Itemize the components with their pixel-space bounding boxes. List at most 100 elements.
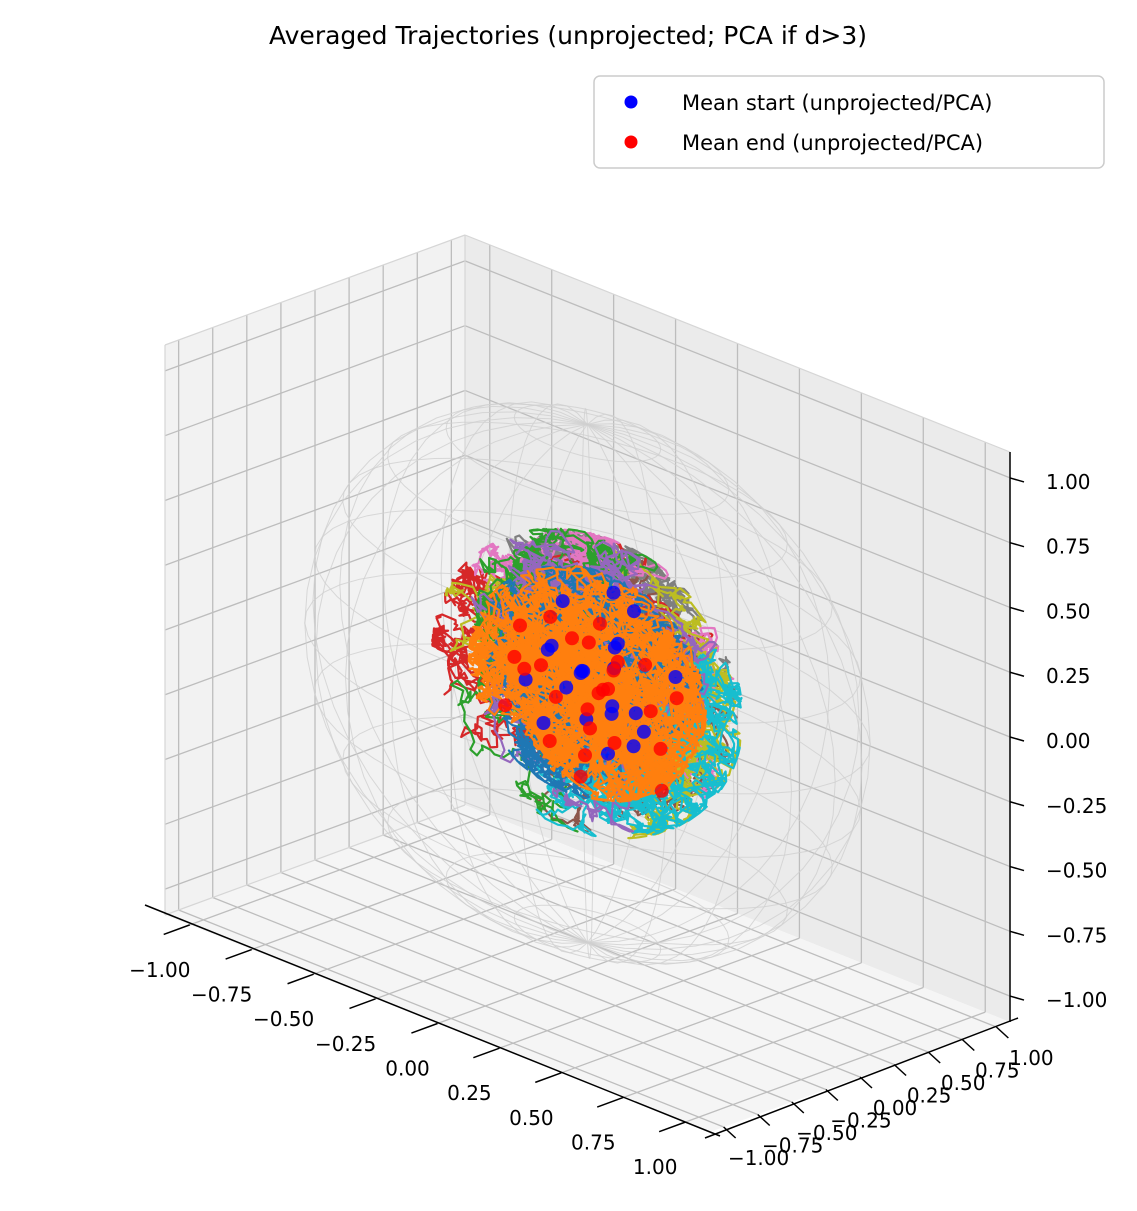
grid-line [348, 846, 895, 1066]
mean-end-point [542, 734, 557, 748]
mean-start-point [518, 672, 533, 687]
y-tick-label: 0.25 [907, 1084, 952, 1108]
x-tick [349, 998, 376, 1010]
mean-end-point [578, 748, 592, 763]
grid-line [685, 1011, 986, 1123]
grid-line [164, 325, 466, 437]
grid-line [417, 821, 963, 1041]
x-tick [225, 948, 252, 960]
sphere-meridian [312, 411, 588, 944]
x-tick-label: −0.50 [253, 1007, 314, 1031]
mean-start-point [668, 670, 683, 684]
sphere-meridian [587, 423, 784, 944]
y-tick [961, 1038, 975, 1052]
trajectory-line [467, 580, 707, 803]
mean-end-point [653, 741, 668, 756]
mean-end-point [610, 654, 625, 669]
mean-end-point [581, 635, 596, 650]
z-tick [1009, 477, 1025, 483]
legend-box [593, 75, 1105, 169]
x-tick [163, 924, 191, 936]
mean-end-point [507, 649, 522, 664]
legend-label-end: Mean end (unprojected/PCA) [682, 131, 983, 155]
sphere-meridian [587, 423, 871, 950]
z-tick [1009, 541, 1025, 548]
pane-edge [164, 804, 466, 916]
sphere-meridian [587, 423, 831, 944]
x-tick-label: 0.75 [571, 1131, 616, 1155]
grid-line [382, 834, 929, 1053]
grid-line [464, 454, 1011, 673]
mean-end-point [513, 618, 527, 633]
y-tick [791, 1101, 805, 1114]
z-tick [1009, 801, 1025, 807]
y-tick-label: −1.00 [728, 1146, 789, 1170]
x-tick [287, 973, 314, 985]
mean-end-point [565, 631, 579, 646]
y-tick-label: 0.50 [941, 1071, 986, 1095]
mean-end-point [669, 691, 684, 706]
mean-end-point [607, 736, 622, 750]
sphere-meridian [587, 419, 725, 944]
sphere-meridian [344, 423, 588, 944]
z-tick-label: 0.00 [1046, 729, 1091, 753]
mean-start-point [604, 706, 619, 721]
mean-end-point [596, 682, 610, 697]
x-tick-label: −1.00 [129, 958, 190, 982]
mean-start-point [536, 716, 551, 730]
grid-line [164, 389, 466, 502]
z-tick-label: −0.25 [1046, 794, 1107, 818]
mean-start-point [601, 746, 615, 761]
sphere-meridian [391, 423, 588, 944]
mean-start-point [606, 585, 621, 600]
mean-end-point [654, 783, 669, 798]
x-tick-label: −0.75 [191, 983, 252, 1007]
mean-markers [498, 585, 684, 798]
mean-start-point [576, 664, 591, 679]
mean-end-point [498, 698, 513, 713]
y-tick [723, 1126, 737, 1139]
z-tick [1009, 865, 1025, 872]
mean-end-point [573, 769, 588, 784]
z-tick [1009, 930, 1025, 937]
z-tick [1009, 606, 1025, 613]
sphere-meridian [315, 421, 588, 944]
x-tick-label: 0.50 [509, 1106, 554, 1130]
mean-end-point [638, 657, 653, 672]
mean-start-point [540, 642, 555, 657]
y-tick [859, 1076, 873, 1089]
sphere-meridian [339, 405, 588, 944]
z-tick-label: −0.75 [1046, 923, 1107, 947]
sphere-meridian [587, 423, 860, 946]
mean-end-point [548, 689, 563, 704]
mean-end-point [517, 661, 532, 676]
y-tick [825, 1088, 839, 1102]
pane-edge [464, 234, 1011, 453]
x-tick [596, 1096, 624, 1108]
x-tick [473, 1047, 500, 1059]
trajectory-line [570, 648, 743, 836]
y-tick-label: −0.25 [830, 1109, 891, 1133]
sphere-meridian [450, 423, 588, 948]
mean-start-point [627, 604, 641, 619]
grid-line [623, 986, 924, 1099]
grid-line [561, 962, 862, 1074]
sphere-meridian [587, 423, 836, 962]
mean-end-point [592, 616, 607, 631]
y-tick [995, 1026, 1009, 1039]
legend-marker-start [624, 95, 638, 109]
legend-marker-end [624, 135, 638, 149]
grid-line [464, 260, 1011, 479]
z-tick [1009, 671, 1025, 677]
y-tick [893, 1063, 907, 1077]
mean-end-point [643, 704, 658, 719]
z-tick [1009, 736, 1025, 742]
grid-line [314, 859, 861, 1078]
mean-start-point [628, 706, 643, 721]
mean-start-point [555, 594, 570, 609]
y-tick-label: −0.75 [762, 1134, 823, 1158]
z-tick-label: −0.50 [1046, 859, 1107, 883]
z-tick-label: 1.00 [1046, 470, 1091, 494]
